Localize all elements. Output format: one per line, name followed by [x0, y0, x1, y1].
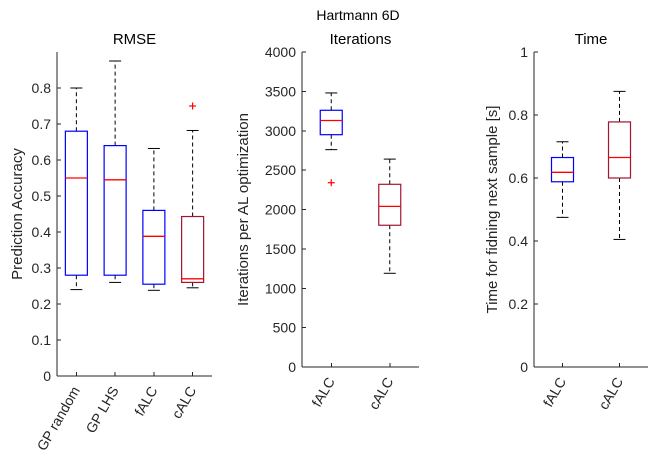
y-tick-label: 0.4: [32, 224, 52, 240]
box-body: [378, 183, 402, 226]
figure-title: Hartmann 6D: [316, 7, 399, 23]
panels: 0 0.1 0.2 0.3 0.4 0.5 0.6 0.7 0.8 GP random GP LHS…: [9, 31, 648, 453]
y-axis-label: Iterations per AL optimization: [235, 113, 252, 306]
box-body: [142, 209, 166, 285]
x-tick-label: cALC: [595, 375, 626, 413]
panel-title: Time: [575, 31, 608, 48]
y-tick-label: 0: [520, 359, 528, 375]
x-tick-label: cALC: [168, 384, 199, 422]
y-tick-label: 500: [273, 320, 297, 336]
y-tick-label: 0.1: [32, 332, 52, 348]
x-tick-label: GP random: [33, 384, 83, 454]
y-tick-label: 0.8: [509, 107, 529, 123]
box-gp-lhs: [103, 60, 127, 283]
x-tick-label: fALC: [308, 375, 337, 410]
y-axis-label: Time for fidning next sample [s]: [484, 106, 501, 314]
box-calc: [607, 90, 632, 240]
y-tick-label: 0.2: [509, 296, 529, 312]
y-tick-label: 1: [520, 44, 528, 60]
panel-2: 0 500 1000 1500 2000 2500 3000 3500 4000 fALC cALC…: [235, 31, 419, 412]
box-calc: [378, 158, 402, 274]
x-tick-label: cALC: [365, 375, 396, 413]
y-tick-label: 3500: [265, 83, 296, 99]
box-body: [64, 130, 88, 276]
y-tick-label: 1500: [265, 241, 296, 257]
box-body: [319, 109, 343, 136]
y-tick-label: 4000: [265, 44, 296, 60]
y-tick-label: 0.4: [509, 233, 529, 249]
outlier-marker: [189, 102, 197, 110]
box-calc: [181, 102, 205, 289]
y-tick-label: 0.6: [32, 152, 52, 168]
box-body: [607, 121, 632, 179]
y-tick-label: 0: [43, 368, 51, 384]
panel-title: Iterations: [330, 31, 392, 48]
y-axis-label: Prediction Accuracy: [9, 148, 26, 280]
y-tick-label: 0.7: [32, 116, 52, 132]
box-falc: [319, 92, 343, 187]
y-tick-label: 1000: [265, 280, 296, 296]
box-gp-random: [64, 87, 88, 291]
panel-title: RMSE: [113, 31, 156, 48]
panel-1: 0 0.1 0.2 0.3 0.4 0.5 0.6 0.7 0.8 GP random GP LHS…: [9, 31, 212, 453]
y-tick-label: 0.8: [32, 80, 52, 96]
y-tick-label: 0.3: [32, 260, 52, 276]
y-tick-label: 2000: [265, 202, 296, 218]
box-body: [181, 215, 205, 284]
y-tick-label: 2500: [265, 162, 296, 178]
outlier-marker: [327, 179, 335, 187]
y-tick-label: 0.6: [509, 170, 529, 186]
panel-3: 0 0.2 0.4 0.6 0.8 1 fALC cALC Time Time for fidni…: [484, 31, 648, 412]
box-falc: [142, 147, 166, 291]
x-tick-label: fALC: [540, 375, 569, 410]
x-tick-label: fALC: [131, 384, 160, 419]
y-tick-label: 0.5: [32, 188, 52, 204]
y-tick-label: 3000: [265, 123, 296, 139]
box-body: [550, 156, 575, 183]
y-tick-label: 0.2: [32, 296, 52, 312]
box-falc: [550, 141, 575, 218]
box-body: [103, 145, 127, 276]
x-tick-label: GP LHS: [82, 384, 121, 436]
y-tick-label: 0: [288, 359, 296, 375]
